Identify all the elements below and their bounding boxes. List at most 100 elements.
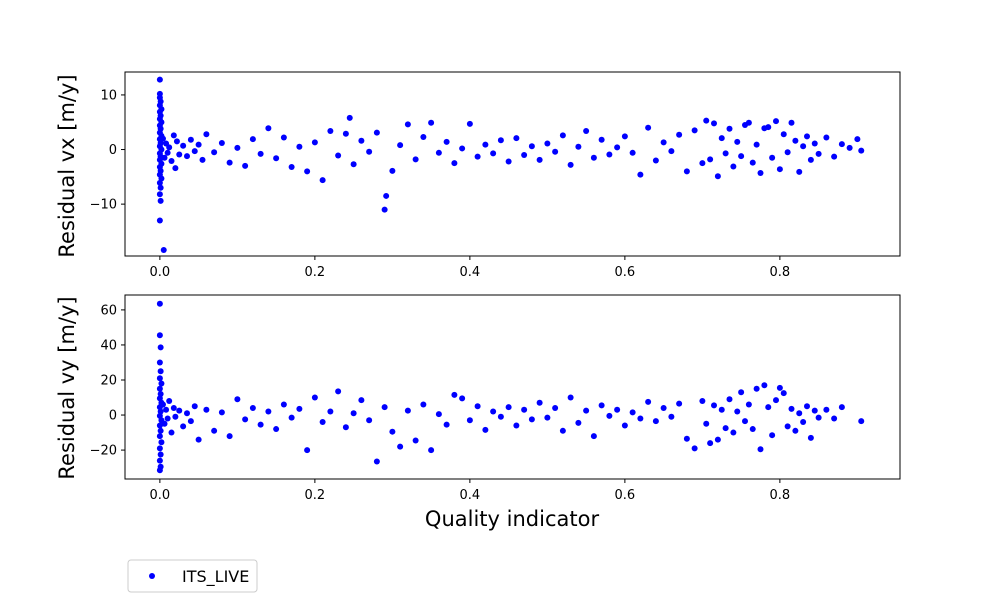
x-tick-label: 0.6 <box>615 488 636 503</box>
data-point <box>257 150 264 157</box>
data-point <box>296 405 303 412</box>
data-point <box>668 413 675 420</box>
data-point <box>249 405 256 412</box>
data-point <box>718 406 725 413</box>
x-tick-label: 0.2 <box>305 265 326 280</box>
data-point <box>614 406 621 413</box>
data-point <box>342 130 349 137</box>
data-point <box>652 418 659 425</box>
y-axis-label-vy: Residual vy [m/y] <box>55 296 79 479</box>
data-point <box>745 119 752 126</box>
data-point <box>776 166 783 173</box>
data-point <box>598 402 605 409</box>
data-point <box>327 408 334 415</box>
data-point <box>784 423 791 430</box>
data-point <box>552 405 559 412</box>
data-point <box>788 119 795 126</box>
data-point <box>176 151 183 158</box>
data-point <box>412 156 419 163</box>
data-point <box>734 138 741 145</box>
data-point <box>552 148 559 155</box>
data-point <box>159 401 166 408</box>
data-point <box>164 415 171 422</box>
data-point <box>474 403 481 410</box>
data-point <box>645 124 652 131</box>
data-point <box>575 419 582 426</box>
data-point <box>156 217 163 224</box>
data-point <box>614 144 621 151</box>
x-axis-label: Quality indicator <box>425 507 600 531</box>
data-point <box>738 389 745 396</box>
data-point <box>159 135 166 142</box>
data-point <box>575 143 582 150</box>
data-point <box>474 153 481 160</box>
data-point <box>792 427 799 434</box>
x-tick-label: 0.8 <box>770 265 791 280</box>
data-point <box>722 425 729 432</box>
data-point <box>761 382 768 389</box>
data-point <box>757 446 764 453</box>
data-points-vx <box>156 76 865 253</box>
data-point <box>567 394 574 401</box>
data-point <box>203 131 210 138</box>
data-point <box>676 131 683 138</box>
data-point <box>846 144 853 151</box>
data-point <box>621 422 628 429</box>
data-point <box>346 114 353 121</box>
data-point <box>350 161 357 168</box>
legend-marker-its-live <box>149 573 155 579</box>
data-point <box>166 398 173 405</box>
y-tick-label: 10 <box>100 88 117 103</box>
data-point <box>166 144 173 151</box>
data-point <box>707 156 714 163</box>
data-point <box>191 148 198 155</box>
data-point <box>168 429 175 436</box>
data-point <box>199 156 206 163</box>
data-point <box>497 413 504 420</box>
data-point <box>858 418 865 425</box>
data-point <box>373 129 380 136</box>
data-point <box>769 432 776 439</box>
data-point <box>738 153 745 160</box>
data-point <box>164 149 171 156</box>
data-point <box>765 404 772 411</box>
data-point <box>319 419 326 426</box>
data-point <box>187 136 194 143</box>
data-point <box>559 132 566 139</box>
data-points-vy <box>156 300 865 474</box>
data-point <box>157 184 164 191</box>
data-point <box>211 427 218 434</box>
y-tick-label: 0 <box>109 143 117 158</box>
data-point <box>831 153 838 160</box>
data-point <box>753 141 760 148</box>
data-point <box>218 139 225 146</box>
data-point <box>629 149 636 156</box>
data-point <box>156 457 163 464</box>
data-point <box>780 131 787 138</box>
data-point <box>773 397 779 404</box>
data-point <box>730 163 737 170</box>
data-point <box>637 171 644 178</box>
y-tick-label: 20 <box>100 373 117 388</box>
data-point <box>404 407 411 414</box>
data-point <box>156 385 163 392</box>
data-point <box>776 384 783 391</box>
y-tick-label: −20 <box>90 444 117 459</box>
data-point <box>773 118 779 125</box>
data-point <box>734 408 741 415</box>
legend-label-its-live: ITS_LIVE <box>182 567 249 587</box>
legend: ITS_LIVE <box>127 559 258 593</box>
data-point <box>854 136 861 143</box>
data-point <box>711 120 717 127</box>
plot-residual-vx: 0.0 0.2 0.4 0.6 0.8 −10 0 10 Residual vx [m/y] <box>55 71 901 280</box>
data-point <box>714 173 721 180</box>
data-point <box>157 197 164 204</box>
data-point <box>823 406 830 413</box>
data-point <box>815 414 822 421</box>
data-point <box>707 440 714 447</box>
data-point <box>157 427 164 434</box>
x-tick-label: 0.0 <box>150 488 171 503</box>
data-point <box>726 396 733 403</box>
y-tick-label: 0 <box>109 409 117 424</box>
data-point <box>381 404 388 411</box>
